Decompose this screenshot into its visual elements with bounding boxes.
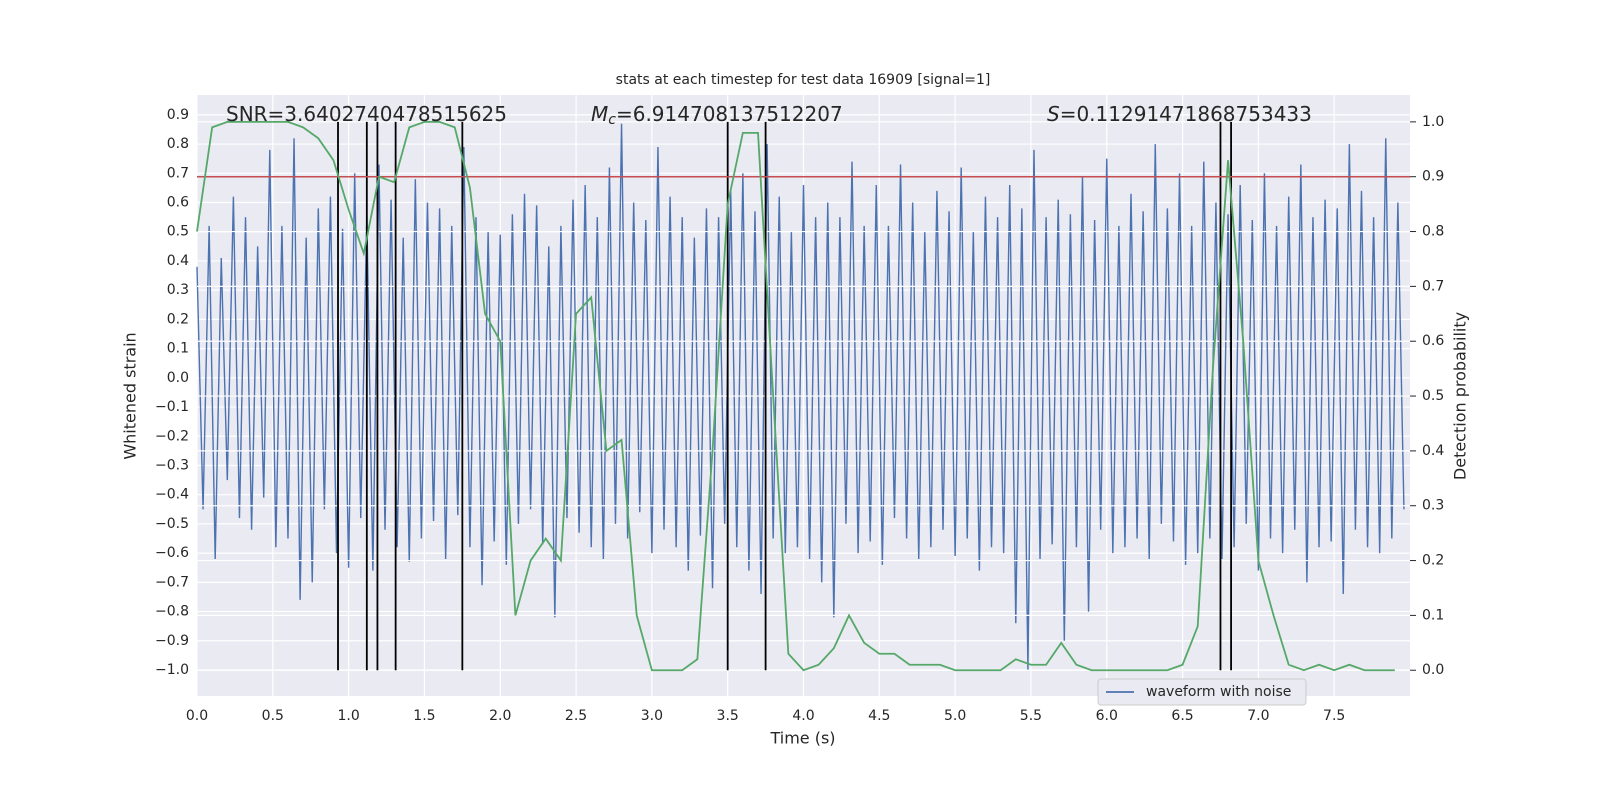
annotation: Mc=6.914708137512207 — [591, 102, 843, 129]
annotation-subscript: c — [608, 112, 616, 128]
annotation-value: =6.914708137512207 — [616, 102, 843, 126]
y2-tick-label: 0.2 — [1422, 553, 1444, 569]
annotation: SNR=3.6402740478515625 — [226, 102, 507, 126]
x-tick-label: 2.5 — [565, 708, 587, 724]
waveform-line — [196, 123, 1405, 671]
y-tick-label: −0.9 — [155, 633, 189, 649]
legend-box — [1097, 678, 1307, 706]
x-tick-label: 4.5 — [868, 708, 890, 724]
y-tick-label: 0.0 — [167, 370, 189, 386]
x-tick-label: 5.5 — [1020, 708, 1042, 724]
y2-tick-label: 0.4 — [1422, 443, 1444, 459]
y-tick-label: 0.4 — [167, 253, 189, 269]
y2-tick-label: 0.1 — [1422, 607, 1444, 623]
y-tick-label: −0.5 — [155, 516, 189, 532]
x-tick-label: 3.5 — [717, 708, 739, 724]
y2-tick-label: 0.9 — [1422, 169, 1444, 185]
y-tick-label: 0.8 — [167, 136, 189, 152]
x-tick-label: 7.5 — [1323, 708, 1345, 724]
annotation-symbol: M — [591, 102, 608, 126]
y-tick-label: −0.2 — [155, 428, 189, 444]
x-tick-label: 1.5 — [413, 708, 435, 724]
annotation: S=0.11291471868753433 — [1047, 102, 1312, 126]
y-tick-label: 0.3 — [167, 282, 189, 298]
chart-title: stats at each timestep for test data 169… — [616, 72, 991, 88]
x-tick-label: 5.0 — [944, 708, 966, 724]
y2-tick-label: 0.7 — [1422, 278, 1444, 294]
legend-label: waveform with noise — [1146, 684, 1291, 700]
y2-axis-label: Detection probability — [1451, 312, 1470, 480]
y2-tick-label: 0.5 — [1422, 388, 1444, 404]
y-tick-label: −1.0 — [155, 662, 189, 678]
y-tick-label: 0.2 — [167, 311, 189, 327]
x-tick-label: 3.0 — [641, 708, 663, 724]
x-tick-label: 0.0 — [186, 708, 208, 724]
marks — [196, 123, 1405, 671]
x-tick-label: 6.5 — [1171, 708, 1193, 724]
x-tick-label: 7.0 — [1247, 708, 1269, 724]
y-tick-label: −0.7 — [155, 574, 189, 590]
y-tick-label: −0.3 — [155, 457, 189, 473]
y-tick-label: 0.5 — [167, 224, 189, 240]
annotation-symbol: S — [1047, 102, 1060, 126]
x-tick-label: 0.5 — [262, 708, 284, 724]
y2-tick-label: 0.6 — [1422, 333, 1444, 349]
y-tick-label: 0.6 — [167, 195, 189, 211]
y-tick-label: 0.7 — [167, 165, 189, 181]
x-tick-label: 2.0 — [489, 708, 511, 724]
probability-line — [196, 120, 1395, 672]
annotation-value: SNR=3.6402740478515625 — [226, 102, 507, 126]
x-tick-label: 6.0 — [1096, 708, 1118, 724]
y-tick-label: 0.1 — [167, 341, 189, 357]
annotation-value: =0.11291471868753433 — [1060, 102, 1312, 126]
x-tick-label: 4.0 — [792, 708, 814, 724]
x-tick-label: 1.0 — [337, 708, 359, 724]
y-tick-label: −0.8 — [155, 604, 189, 620]
y2-tick-label: 1.0 — [1422, 114, 1444, 130]
x-axis-label: Time (s) — [769, 729, 835, 748]
y-tick-label: 0.9 — [167, 107, 189, 123]
y-tick-label: −0.1 — [155, 399, 189, 415]
overlay — [196, 120, 1410, 672]
y-tick-label: −0.6 — [155, 545, 189, 561]
y-axis-label: Whitened strain — [121, 332, 140, 459]
y2-tick-label: 0.8 — [1422, 224, 1444, 240]
y-tick-label: −0.4 — [155, 487, 189, 503]
y2-tick-label: 0.0 — [1422, 662, 1444, 678]
y2-tick-label: 0.3 — [1422, 498, 1444, 514]
